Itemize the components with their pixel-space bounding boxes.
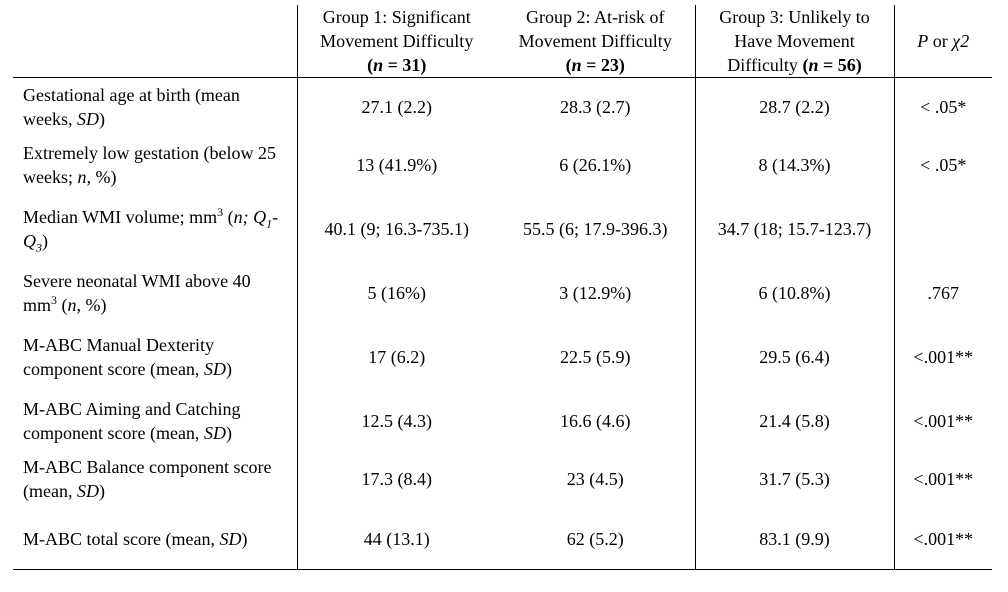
cell-group-3: 28.7 (2.2): [694, 77, 894, 136]
cell-group-3: 8 (14.3%): [694, 136, 894, 194]
header-group-1-n: (n = 31): [367, 55, 427, 75]
header-group-3-n: (n = 56): [802, 55, 862, 75]
cell-group-1: 17.3 (8.4): [296, 450, 496, 508]
cell-p-value: < .05*: [893, 77, 992, 136]
results-table: Group 1: Significant Movement Difficulty…: [13, 5, 992, 570]
header-group-1: Group 1: Significant Movement Difficulty…: [296, 5, 496, 78]
table-row: Median WMI volume; mm3 (n; Q1-Q3) 40.1 (…: [13, 194, 992, 264]
table-row: Extremely low gestation (below 25 weeks;…: [13, 136, 992, 194]
cell-group-3: 83.1 (9.9): [694, 508, 894, 570]
cell-p-value: <.001**: [893, 508, 992, 570]
row-label: Median WMI volume; mm3 (n; Q1-Q3): [23, 205, 279, 255]
cell-group-3: 34.7 (18; 15.7-123.7): [694, 194, 894, 264]
cell-group-1: 27.1 (2.2): [296, 77, 496, 136]
results-table-container: Group 1: Significant Movement Difficulty…: [13, 5, 992, 570]
cell-group-2: 62 (5.2): [496, 508, 695, 570]
header-group-2-n: (n = 23): [565, 55, 625, 75]
cell-group-1: 12.5 (4.3): [296, 392, 496, 450]
table-row: M-ABC Aiming and Catching component scor…: [13, 392, 992, 450]
cell-group-2: 6 (26.1%): [559, 155, 632, 175]
header-group-2-line-1: Group 2: At-risk of: [526, 7, 665, 27]
header-empty: [13, 5, 297, 78]
cell-group-1: 44 (13.1): [296, 508, 496, 570]
cell-group-2: 3 (12.9%): [559, 283, 632, 303]
row-label: Extremely low gestation (below 25 weeks;…: [23, 143, 276, 187]
cell-group-3: 29.5 (6.4): [694, 322, 894, 392]
table-row: Severe neonatal WMI above 40 mm3 (n, %) …: [13, 264, 992, 322]
cell-group-3: 21.4 (5.8): [694, 392, 894, 450]
cell-p-value: <.001**: [893, 450, 992, 508]
header-group-1-line-1: Group 1: Significant: [322, 7, 471, 27]
cell-group-1: 40.1 (9; 16.3-735.1): [296, 194, 496, 264]
row-label: Gestational age at birth (mean weeks, SD…: [23, 85, 240, 129]
cell-group-1: 5 (16%): [296, 264, 496, 322]
header-group-1-line-2: Movement Difficulty: [320, 31, 474, 51]
header-group-2-line-2: Movement Difficulty: [518, 31, 672, 51]
table-row: M-ABC Balance component score (mean, SD)…: [13, 450, 992, 508]
cell-group-2: 55.5 (6; 17.9-396.3): [523, 219, 668, 239]
cell-group-2: 22.5 (5.9): [560, 347, 631, 367]
table-row: M-ABC total score (mean, SD) 44 (13.1) 6…: [13, 508, 992, 570]
row-label: M-ABC Aiming and Catching component scor…: [23, 399, 241, 443]
header-p-value: P or χ2: [893, 5, 992, 78]
cell-group-3: 6 (10.8%): [694, 264, 894, 322]
cell-group-2: 28.3 (2.7): [560, 97, 631, 117]
cell-group-2: 16.6 (4.6): [560, 411, 631, 431]
header-group-2: Group 2: At-risk of Movement Difficulty …: [496, 5, 695, 78]
cell-p-value: .767: [893, 264, 992, 322]
cell-group-2: 23 (4.5): [566, 469, 624, 489]
table-row: M-ABC Manual Dexterity component score (…: [13, 322, 992, 392]
header-group-3: Group 3: Unlikely to Have Movement Diffi…: [694, 5, 894, 78]
cell-p-value: [893, 194, 992, 264]
header-group-3-line-3: Difficulty: [727, 55, 798, 75]
row-label: M-ABC total score (mean, SD): [13, 508, 297, 570]
cell-p-value: <.001**: [893, 322, 992, 392]
cell-p-value: < .05*: [893, 136, 992, 194]
header-p-label: P: [917, 31, 929, 51]
table-row: Gestational age at birth (mean weeks, SD…: [13, 77, 992, 136]
cell-group-3: 31.7 (5.3): [694, 450, 894, 508]
cell-group-1: 13 (41.9%): [296, 136, 496, 194]
row-label: Severe neonatal WMI above 40 mm3 (n, %): [23, 271, 251, 315]
cell-p-value: <.001**: [893, 392, 992, 450]
header-group-3-line-2: Have Movement: [734, 31, 855, 51]
row-label: M-ABC Manual Dexterity component score (…: [23, 335, 232, 379]
header-row: Group 1: Significant Movement Difficulty…: [13, 5, 992, 78]
cell-group-1: 17 (6.2): [296, 322, 496, 392]
header-group-3-line-1: Group 3: Unlikely to: [719, 7, 870, 27]
row-label: M-ABC Balance component score (mean, SD): [23, 457, 272, 501]
